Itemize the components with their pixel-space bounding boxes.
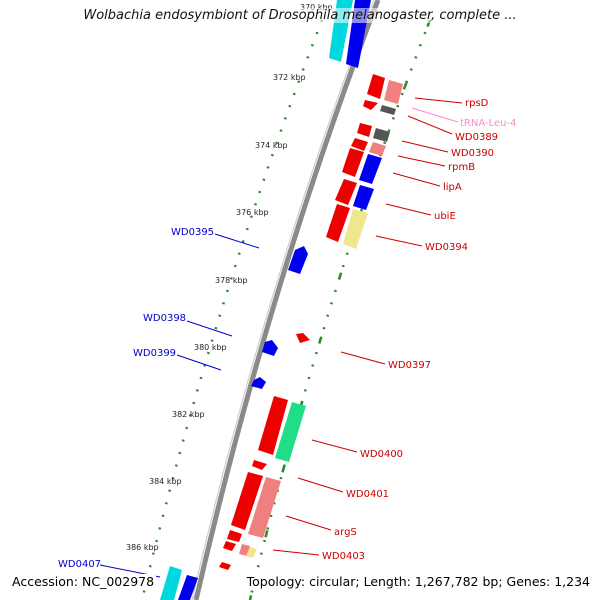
label-lipA[interactable]: lipA <box>443 182 462 193</box>
feature-WD0389[interactable] <box>357 123 372 137</box>
feature-ubiE-red[interactable] <box>335 179 357 205</box>
feature-cyan-bottom[interactable] <box>160 566 182 600</box>
feature-lipA-blue[interactable] <box>359 154 382 184</box>
feature-rpsD-pseudo[interactable] <box>384 80 403 104</box>
feature-WD0401-small[interactable] <box>252 460 267 470</box>
outer-dotted-ring <box>248 19 432 600</box>
leader-lipA <box>392 172 441 187</box>
label-rpmB[interactable]: rpmB <box>448 162 475 173</box>
feature-WD0398[interactable] <box>262 340 278 356</box>
feature-WD0397[interactable] <box>296 333 310 343</box>
label-argS[interactable]: argS <box>334 527 357 538</box>
leader-rpsD <box>414 97 463 104</box>
leader-WD0398 <box>186 320 233 337</box>
feature-WD0403-a[interactable] <box>227 530 242 542</box>
feature-small-red-low[interactable] <box>219 562 231 570</box>
leader-rpmB <box>397 155 446 167</box>
leader-tRNA-Leu-4 <box>411 107 459 123</box>
label-WD0395[interactable]: WD0395 <box>171 227 214 238</box>
tick-label-386: 386 kbp <box>126 543 159 552</box>
label-WD0401[interactable]: WD0401 <box>346 489 389 500</box>
feature-blue-bottom[interactable] <box>178 575 198 600</box>
tick-label-370: 370 kbp <box>300 3 333 12</box>
leader-WD0389 <box>407 115 453 135</box>
tick-label-376: 376 kbp <box>236 208 269 217</box>
label-WD0407[interactable]: WD0407 <box>58 559 101 570</box>
genome-backbone <box>193 0 381 600</box>
coordinate-ticks: 370 kbp 372 kbp 374 kbp 376 kbp 378 kbp … <box>126 3 333 552</box>
feature-lipA-red[interactable] <box>342 148 364 177</box>
feature-WD0400-green[interactable] <box>275 402 306 462</box>
gene-labels: rpsD tRNA-Leu-4 WD0389 WD0390 rpmB lipA … <box>58 97 516 578</box>
genome-summary: Topology: circular; Length: 1,267,782 bp… <box>244 574 592 589</box>
label-WD0398[interactable]: WD0398 <box>143 313 186 324</box>
label-ubiE[interactable]: ubiE <box>434 211 456 222</box>
feature-small-red[interactable] <box>363 100 378 110</box>
leader-WD0400 <box>311 439 358 453</box>
leader-WD0394 <box>375 235 423 247</box>
leader-WD0390 <box>401 140 449 153</box>
label-WD0389[interactable]: WD0389 <box>455 132 498 143</box>
feature-WD0399[interactable] <box>251 377 266 389</box>
tick-label-372: 372 kbp <box>273 73 306 82</box>
feature-argS-pseudo[interactable] <box>248 477 281 538</box>
feature-WD0403-b[interactable] <box>223 541 236 551</box>
feature-track <box>160 0 403 600</box>
feature-WD0395[interactable] <box>288 246 308 274</box>
label-WD0403[interactable]: WD0403 <box>322 551 365 562</box>
leader-ubiE <box>385 203 432 216</box>
leader-WD0403 <box>272 549 320 556</box>
feature-rpsD[interactable] <box>367 74 385 99</box>
label-WD0397[interactable]: WD0397 <box>388 360 431 371</box>
leader-WD0395 <box>214 233 260 249</box>
tick-label-378: 378 kbp <box>215 276 248 285</box>
feature-ubiE-blue[interactable] <box>353 185 374 210</box>
leader-WD0397 <box>340 351 386 365</box>
feature-gray-2[interactable] <box>373 128 390 142</box>
tick-label-374: 374 kbp <box>255 141 288 150</box>
label-WD0394[interactable]: WD0394 <box>425 242 468 253</box>
feature-rpmB-pseudo[interactable] <box>369 142 386 156</box>
label-WD0400[interactable]: WD0400 <box>360 449 403 460</box>
tick-label-380: 380 kbp <box>194 343 227 352</box>
feature-WD0400-red[interactable] <box>258 396 288 455</box>
leader-WD0401 <box>297 477 344 493</box>
tick-label-384: 384 kbp <box>149 477 182 486</box>
label-rpsD[interactable]: rpsD <box>465 98 489 109</box>
feature-WD0403-pseudo[interactable] <box>239 544 250 556</box>
page-title: Wolbachia endosymbiont of Drosophila mel… <box>0 8 600 23</box>
label-WD0399[interactable]: WD0399 <box>133 348 176 359</box>
leader-argS <box>285 515 332 531</box>
leader-WD0399 <box>176 354 222 371</box>
label-tRNA-Leu-4[interactable]: tRNA-Leu-4 <box>460 118 516 129</box>
feature-WD0394-red[interactable] <box>326 204 350 242</box>
feature-WD0390[interactable] <box>351 138 368 151</box>
inner-dotted-ring <box>140 19 324 600</box>
feature-WD0401-red[interactable] <box>231 472 263 530</box>
tick-label-382: 382 kbp <box>172 410 205 419</box>
accession-text: Accession: NC_002978 <box>10 574 157 589</box>
feature-WD0394-yellow[interactable] <box>343 209 368 249</box>
label-WD0390[interactable]: WD0390 <box>451 148 494 159</box>
feature-gray-1[interactable] <box>380 105 396 115</box>
feature-WD0403-yellow[interactable] <box>246 547 257 558</box>
